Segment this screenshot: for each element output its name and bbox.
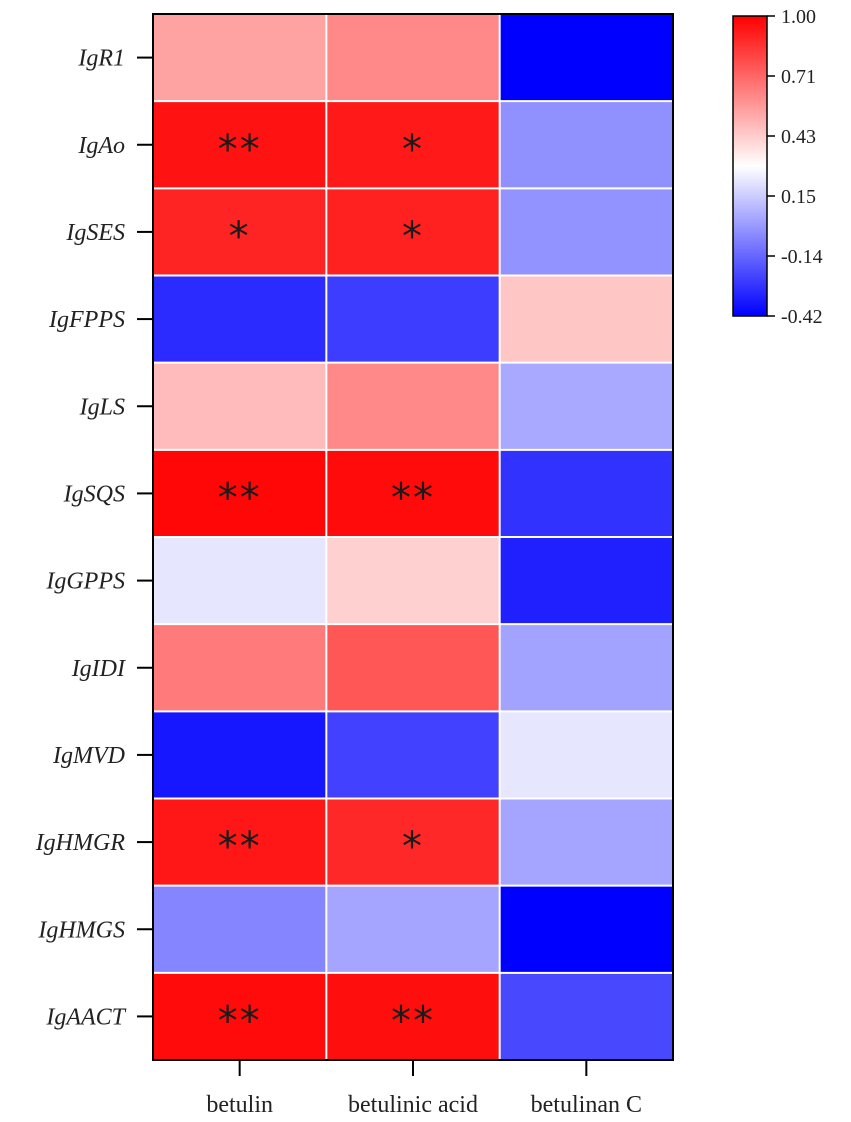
colorbar-tick-label: 0.43 — [781, 126, 816, 148]
heatmap-cell — [499, 188, 673, 276]
row-label: IgHMGS — [37, 917, 125, 943]
row-label: IgGPPS — [45, 569, 125, 595]
heatmap-cell — [326, 14, 500, 102]
row-label: IgLS — [79, 394, 125, 420]
heatmap-cell — [326, 449, 500, 537]
heatmap-cell — [326, 275, 500, 363]
cell-gridlines — [153, 14, 673, 1060]
colorbar-gradient — [732, 15, 768, 317]
column-label: betulin — [206, 1092, 273, 1118]
heatmap-cells — [153, 14, 673, 1060]
row-labels: IgR1 IgAo IgSES IgFPPS IgLS IgSQS IgGPPS IgIDI I… — [35, 46, 153, 1030]
heatmap-cell — [326, 362, 500, 450]
row-label: IgHMGR — [35, 830, 126, 856]
row-label: IgSES — [65, 220, 125, 246]
heatmap-cell — [499, 711, 673, 799]
heatmap-cell — [499, 624, 673, 712]
significance-marker: ** — [391, 998, 435, 1044]
heatmap-cell — [153, 537, 327, 625]
row-label: IgIDI — [71, 656, 126, 682]
significance-marker: ** — [218, 127, 262, 173]
heatmap-cell — [326, 798, 500, 886]
heatmap-cell — [499, 798, 673, 886]
row-label: IgSQS — [63, 481, 125, 507]
heatmap-cell — [153, 624, 327, 712]
heatmap-cell — [153, 711, 327, 799]
significance-marker: ** — [218, 998, 262, 1044]
row-label: IgAo — [77, 133, 125, 159]
heatmap-cell — [326, 972, 500, 1060]
row-label: IgFPPS — [48, 307, 125, 333]
heatmap-cell — [326, 711, 500, 799]
column-labels: betulin betulinic acid betulinan C — [206, 1060, 642, 1118]
row-label: IgAACT — [45, 1004, 126, 1030]
significance-marker: ** — [391, 475, 435, 521]
significance-marker: * — [229, 214, 251, 260]
row-label: IgMVD — [52, 743, 125, 769]
significance-marker: * — [402, 214, 424, 260]
heatmap-cell — [326, 101, 500, 189]
heatmap-cell — [153, 362, 327, 450]
significance-markers: ** ** *** **** *** ** — [218, 127, 435, 1045]
heatmap-cell — [153, 449, 327, 537]
heatmap-cell — [326, 624, 500, 712]
significance-marker: ** — [218, 824, 262, 870]
heatmap-cell — [153, 972, 327, 1060]
heatmap-cell — [499, 449, 673, 537]
colorbar: 1.00 0.71 0.43 0.15 -0.14 -0.42 — [732, 6, 823, 328]
colorbar-tick-label: -0.14 — [781, 246, 823, 268]
heatmap-cell — [153, 798, 327, 886]
heatmap-cell — [499, 275, 673, 363]
heatmap-cell — [499, 101, 673, 189]
heatmap-cell — [153, 885, 327, 973]
significance-marker: * — [402, 127, 424, 173]
significance-marker: ** — [218, 475, 262, 521]
heatmap-cell — [326, 885, 500, 973]
column-label: betulinan C — [531, 1092, 642, 1118]
column-label: betulinic acid — [348, 1092, 478, 1118]
colorbar-tick-label: 0.71 — [781, 66, 816, 88]
heatmap-cell — [499, 972, 673, 1060]
colorbar-tick-label: -0.42 — [781, 306, 823, 328]
heatmap-cell — [153, 14, 327, 102]
heatmap-cell — [153, 101, 327, 189]
heatmap-cell — [326, 537, 500, 625]
colorbar-ticks: 1.00 0.71 0.43 0.15 -0.14 -0.42 — [767, 6, 823, 328]
colorbar-tick-label: 0.15 — [781, 186, 816, 208]
heatmap-cell — [499, 537, 673, 625]
heatmap-cell — [499, 14, 673, 102]
heatmap-cell — [326, 188, 500, 276]
heatmap-cell — [499, 885, 673, 973]
heatmap-cell — [499, 362, 673, 450]
heatmap-cell — [153, 188, 327, 276]
row-label: IgR1 — [77, 46, 125, 72]
colorbar-tick-label: 1.00 — [781, 6, 816, 28]
significance-marker: * — [402, 824, 424, 870]
heatmap-cell — [153, 275, 327, 363]
